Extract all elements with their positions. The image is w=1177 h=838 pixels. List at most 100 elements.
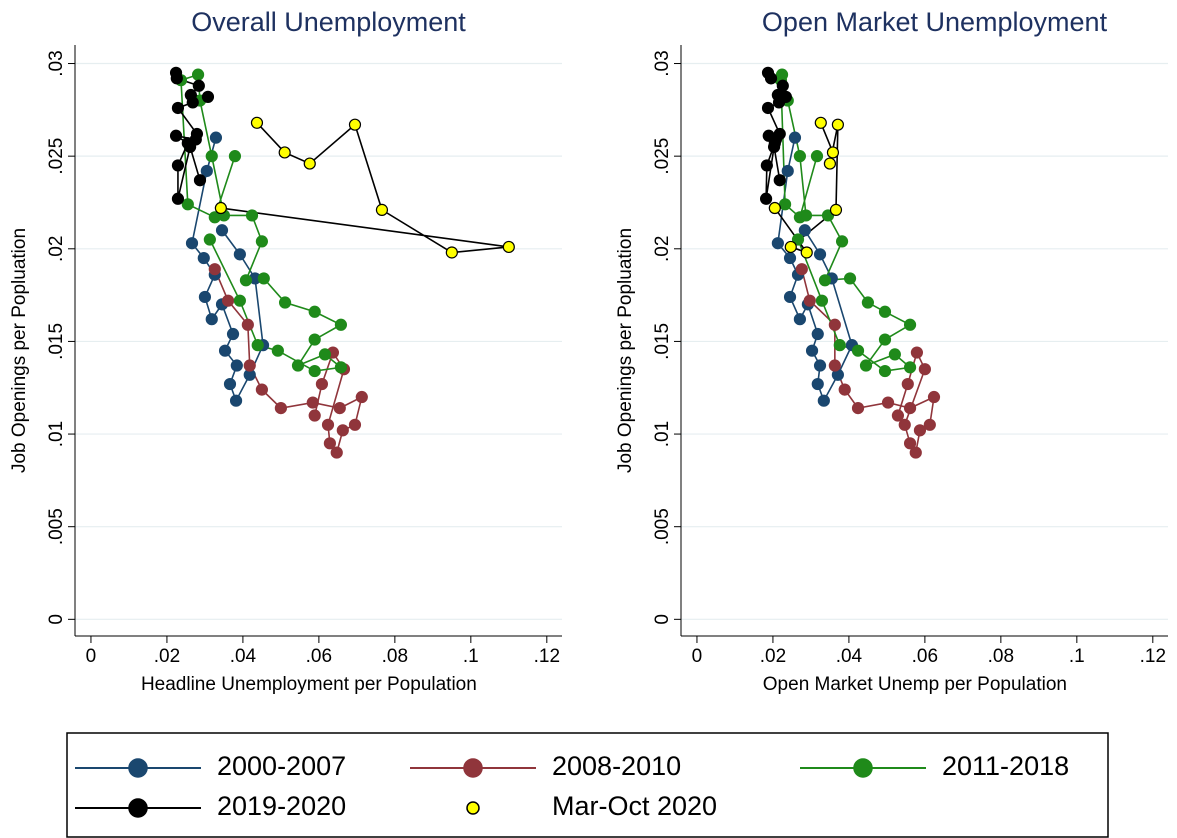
- point: [198, 290, 212, 304]
- point: [255, 235, 268, 248]
- point: [330, 446, 343, 459]
- point: [306, 396, 319, 409]
- point: [818, 274, 832, 287]
- point: [851, 344, 865, 357]
- point: [814, 116, 827, 129]
- point: [810, 150, 824, 163]
- point: [251, 339, 264, 352]
- x-tick-label: 0: [86, 646, 97, 667]
- point: [761, 101, 775, 115]
- x-axis-title: Headline Unemployment per Population: [141, 674, 477, 695]
- point: [759, 192, 773, 205]
- point: [271, 344, 284, 357]
- point: [229, 394, 243, 407]
- legend-label: 2000-2007: [217, 751, 346, 781]
- point: [843, 272, 857, 285]
- legend-marker: [853, 758, 873, 778]
- point: [375, 203, 389, 216]
- y-axis-title: Job Openings per Popluation: [9, 228, 30, 473]
- point: [784, 240, 797, 254]
- point: [831, 118, 844, 131]
- point: [903, 402, 917, 415]
- point: [274, 402, 287, 415]
- point: [799, 209, 813, 222]
- point: [881, 396, 895, 409]
- point: [215, 224, 229, 237]
- point: [208, 263, 221, 276]
- y-tick-label: .02: [652, 236, 673, 262]
- point: [303, 157, 316, 170]
- point: [903, 361, 917, 374]
- point: [291, 359, 305, 372]
- x-tick-label: .02: [154, 646, 180, 667]
- point: [826, 146, 840, 159]
- point: [171, 101, 185, 115]
- point: [218, 344, 232, 357]
- point: [348, 118, 362, 131]
- point: [233, 294, 246, 307]
- point: [201, 90, 215, 103]
- y-tick-label: .01: [652, 421, 673, 447]
- point: [927, 390, 941, 404]
- point: [241, 318, 254, 331]
- legend-label: 2008-2010: [552, 751, 681, 781]
- point: [318, 348, 332, 361]
- point: [795, 263, 808, 276]
- chart-title: Overall Unemployment: [191, 7, 466, 37]
- point: [445, 246, 458, 259]
- x-tick-label: .06: [912, 646, 938, 667]
- point: [828, 359, 841, 372]
- point: [170, 72, 183, 85]
- point: [193, 174, 207, 187]
- point: [775, 68, 789, 81]
- point: [205, 313, 218, 326]
- point: [336, 424, 349, 437]
- y-tick-label: .03: [46, 50, 67, 76]
- legend-marker: [463, 758, 483, 778]
- point: [838, 383, 851, 396]
- point: [192, 79, 205, 92]
- point: [257, 272, 270, 285]
- point: [815, 294, 829, 307]
- point: [186, 96, 199, 109]
- y-tick-label: 0: [652, 614, 673, 625]
- point: [828, 318, 841, 331]
- point: [859, 359, 873, 372]
- point: [348, 418, 362, 431]
- point: [878, 333, 892, 346]
- point: [767, 140, 781, 153]
- x-tick-label: 0: [692, 646, 703, 667]
- point: [205, 150, 218, 163]
- point: [898, 418, 911, 431]
- point: [308, 409, 321, 422]
- point: [171, 159, 185, 172]
- point: [829, 203, 843, 216]
- point: [772, 96, 786, 109]
- series-line: [220, 122, 509, 254]
- point: [228, 150, 242, 163]
- legend-label: 2019-2020: [217, 791, 346, 821]
- point: [800, 246, 813, 259]
- x-tick-label: .08: [382, 646, 408, 667]
- point: [773, 174, 786, 187]
- point: [239, 274, 253, 287]
- y-tick-label: .015: [652, 323, 673, 360]
- point: [771, 237, 784, 250]
- point: [833, 339, 846, 352]
- point: [223, 377, 237, 391]
- point: [901, 377, 914, 391]
- point: [308, 305, 321, 318]
- point: [250, 116, 264, 129]
- point: [278, 146, 291, 159]
- point: [878, 305, 892, 318]
- point: [334, 361, 348, 374]
- point: [903, 437, 917, 450]
- point: [323, 437, 336, 450]
- point: [181, 198, 194, 211]
- series-line: [777, 137, 853, 403]
- point: [191, 68, 205, 81]
- point: [315, 377, 329, 391]
- point: [791, 233, 805, 246]
- point: [184, 140, 197, 153]
